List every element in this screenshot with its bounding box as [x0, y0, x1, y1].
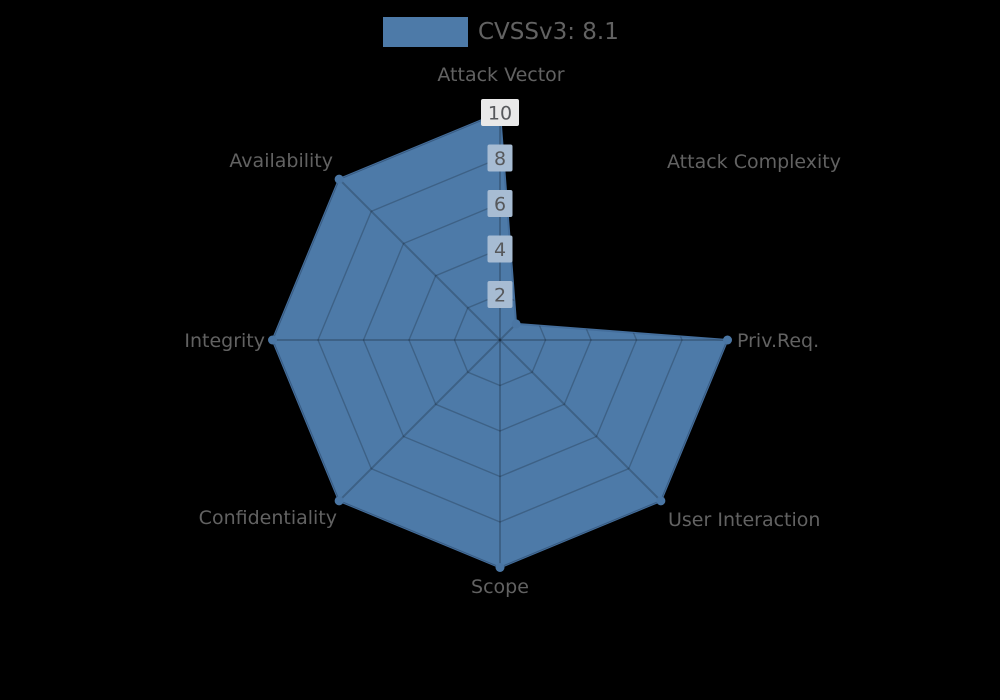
tick-label-4: 4 — [494, 239, 506, 261]
data-point-integrity — [268, 335, 277, 345]
data-point-user-interaction — [656, 496, 666, 506]
tick-label-10: 10 — [488, 103, 512, 125]
axis-label-confidentiality: Confidentiality — [199, 507, 337, 529]
tick-label-2: 2 — [494, 285, 506, 307]
axis-spoke-user-interaction — [499, 339, 662, 502]
tick-label-6: 6 — [494, 194, 506, 216]
axis-label-user-interaction: User Interaction — [668, 509, 820, 531]
axis-spoke-confidentiality — [338, 339, 501, 502]
data-point-scope — [495, 563, 505, 572]
axis-label-availability: Availability — [229, 150, 333, 172]
axis-label-scope: Scope — [471, 576, 529, 598]
data-point-attack-complexity — [511, 319, 521, 329]
tick-box-6 — [487, 190, 513, 217]
legend: CVSSv3: 8.1 — [383, 17, 619, 47]
tick-box-10 — [481, 99, 519, 126]
tick-box-8 — [487, 144, 513, 172]
axis-label-attack-vector: Attack Vector — [437, 64, 564, 86]
axis-label-integrity: Integrity — [184, 330, 265, 352]
tick-label-8: 8 — [494, 148, 506, 170]
tick-box-2 — [487, 281, 513, 308]
data-point-availability — [334, 174, 344, 184]
data-point-confidentiality — [334, 496, 344, 506]
legend-label: CVSSv3: 8.1 — [478, 19, 619, 45]
data-point-priv-req — [723, 335, 732, 345]
legend-swatch — [383, 17, 468, 47]
axis-label-attack-complexity: Attack Complexity — [667, 151, 841, 173]
axis-spoke-availability — [338, 178, 501, 341]
tick-box-4 — [487, 235, 513, 263]
axis-label-priv-req: Priv.Req. — [737, 330, 819, 352]
axis-spoke-attack-complexity — [499, 178, 662, 341]
